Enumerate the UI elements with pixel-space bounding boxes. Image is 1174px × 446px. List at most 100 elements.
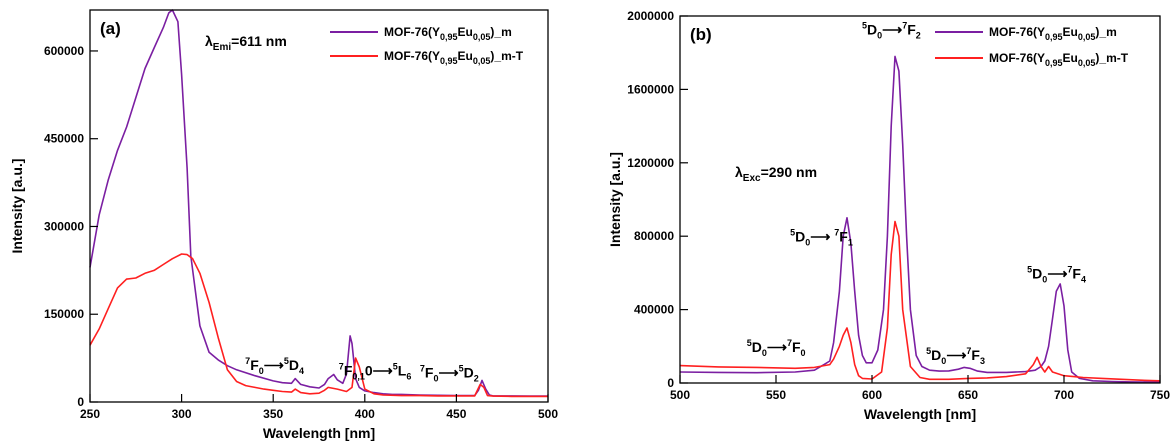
chart-panel-b: 500 550 600 650 700 7500400000800000120000016…: [607, 9, 1170, 422]
series-line-m: [679, 55, 1161, 383]
transition-label-part: 2: [474, 373, 479, 383]
transition-label: 5D0⟶7F2: [862, 20, 921, 40]
transition-label-part: 0: [1042, 274, 1047, 284]
x-axis-title: Wavelength [nm]: [864, 406, 976, 422]
transition-label: 7F0,10⟶5L6: [339, 362, 412, 382]
y-tick-label: 2000000: [627, 9, 674, 23]
y-tick-label: 450000: [44, 132, 84, 146]
transition-label-part: F: [425, 364, 434, 380]
transition-label-part: D: [867, 21, 877, 37]
legend-entry-part: 0,95: [440, 32, 458, 42]
transition-label-part: ⟶: [882, 21, 902, 37]
lambda-value: =611 nm: [231, 33, 287, 49]
plot-frame: [679, 15, 1161, 384]
transition-label-part: 0: [801, 348, 806, 358]
transition-label-part: 5: [747, 338, 752, 348]
transition-label-part: 5: [790, 228, 795, 238]
transition-label-part: 0: [433, 373, 438, 383]
legend-entry-part: 0,05: [473, 56, 491, 66]
transition-label-part: 0: [877, 30, 882, 40]
legend-entry-part: MOF-76(Y: [989, 25, 1045, 39]
transition-label-part: 4: [1081, 274, 1086, 284]
wavelength-annotation: λExc=290 nm: [735, 164, 817, 184]
lambda-value: =290 nm: [761, 164, 817, 180]
transition-label-part: D: [289, 357, 299, 373]
transition-label: 7F0⟶5D2: [420, 363, 479, 383]
transition-label-part: F: [792, 339, 801, 355]
transition-label: 7F0⟶5D4: [245, 356, 304, 376]
x-tick-label: 500: [538, 407, 558, 421]
legend-entry: MOF-76(Y0,95Eu0,05)_m-T: [989, 51, 1129, 68]
transition-label-part: 5: [393, 362, 398, 372]
transition-label-part: 7: [966, 346, 971, 356]
y-tick-label: 600000: [44, 44, 84, 58]
transition-label-part: 5: [926, 346, 931, 356]
series-line-m: [89, 9, 548, 397]
transition-label-part: 3: [980, 356, 985, 366]
lambda-subscript: Exc: [743, 173, 761, 184]
legend-entry-part: MOF-76(Y: [384, 49, 440, 63]
transition-label-part: ⟶: [767, 339, 787, 355]
transition-label-part: 0: [805, 238, 810, 248]
legend-entry-part: MOF-76(Y: [384, 25, 440, 39]
legend-entry-part: 0,05: [473, 32, 491, 42]
legend-entry-part: MOF-76(Y: [989, 51, 1045, 65]
legend-entry-part: )_m: [1095, 25, 1116, 39]
transition-label-part: 7: [245, 356, 250, 366]
transition-label-part: 5: [284, 356, 289, 366]
plot-frame: [89, 9, 549, 403]
y-tick-label: 1600000: [627, 82, 674, 96]
greek-lambda: λ: [735, 164, 743, 180]
x-tick-label: 750: [1150, 388, 1170, 402]
legend-entry: MOF-76(Y0,95Eu0,05)_m: [989, 25, 1117, 42]
transition-label-part: 7: [339, 362, 344, 372]
y-axis-title: Intensity [a.u.]: [9, 159, 25, 254]
series-line-m-t: [89, 253, 548, 398]
transition-label: 5D0⟶ 7F1: [790, 228, 853, 248]
legend-entry-part: )_m-T: [490, 49, 523, 63]
y-tick-label: 0: [667, 376, 674, 390]
panel-label: (b): [690, 25, 712, 44]
x-tick-label: 450: [446, 407, 466, 421]
x-tick-label: 600: [862, 388, 882, 402]
x-tick-label: 650: [958, 388, 978, 402]
transition-label-part: ⟶: [946, 347, 966, 363]
transition-label-part: ⟶: [810, 229, 834, 245]
y-tick-label: 400000: [634, 303, 674, 317]
y-axis-title: Intensity [a.u.]: [607, 152, 623, 247]
x-tick-label: 400: [355, 407, 375, 421]
y-tick-label: 1200000: [627, 156, 674, 170]
transition-label-part: 7: [420, 363, 425, 373]
x-tick-label: 250: [80, 407, 100, 421]
transition-label-part: 1: [848, 238, 853, 248]
transition-label-part: D: [795, 229, 805, 245]
legend-entry-part: 0,05: [1078, 32, 1096, 42]
wavelength-annotation: λEmi=611 nm: [205, 33, 287, 53]
transition-label-part: L: [398, 363, 407, 379]
transition-label-part: F: [971, 347, 980, 363]
transition-label-part: 5: [1027, 264, 1032, 274]
panel-label: (a): [100, 19, 121, 38]
transition-label-part: 0: [941, 356, 946, 366]
transition-label-part: 0⟶: [365, 363, 393, 379]
transition-label: 5D0⟶7F4: [1027, 264, 1086, 284]
legend-entry-part: Eu: [458, 25, 473, 39]
transition-label-part: 7: [902, 20, 907, 30]
legend-entry: MOF-76(Y0,95Eu0,05)_m-T: [384, 49, 524, 66]
transition-label-part: ⟶: [1047, 265, 1067, 281]
transition-label-part: F: [907, 21, 916, 37]
y-tick-label: 150000: [44, 307, 84, 321]
greek-lambda: λ: [205, 33, 213, 49]
legend-entry-part: Eu: [1063, 51, 1078, 65]
transition-label-part: F: [344, 363, 353, 379]
x-tick-label: 500: [670, 388, 690, 402]
legend-entry-part: 0,95: [1045, 58, 1063, 68]
transition-label-part: 5: [459, 363, 464, 373]
x-axis-title: Wavelength [nm]: [263, 425, 375, 441]
legend-entry-part: Eu: [458, 49, 473, 63]
transition-label-part: 6: [406, 372, 411, 382]
x-tick-label: 550: [766, 388, 786, 402]
y-tick-label: 300000: [44, 219, 84, 233]
y-tick-label: 800000: [634, 229, 674, 243]
